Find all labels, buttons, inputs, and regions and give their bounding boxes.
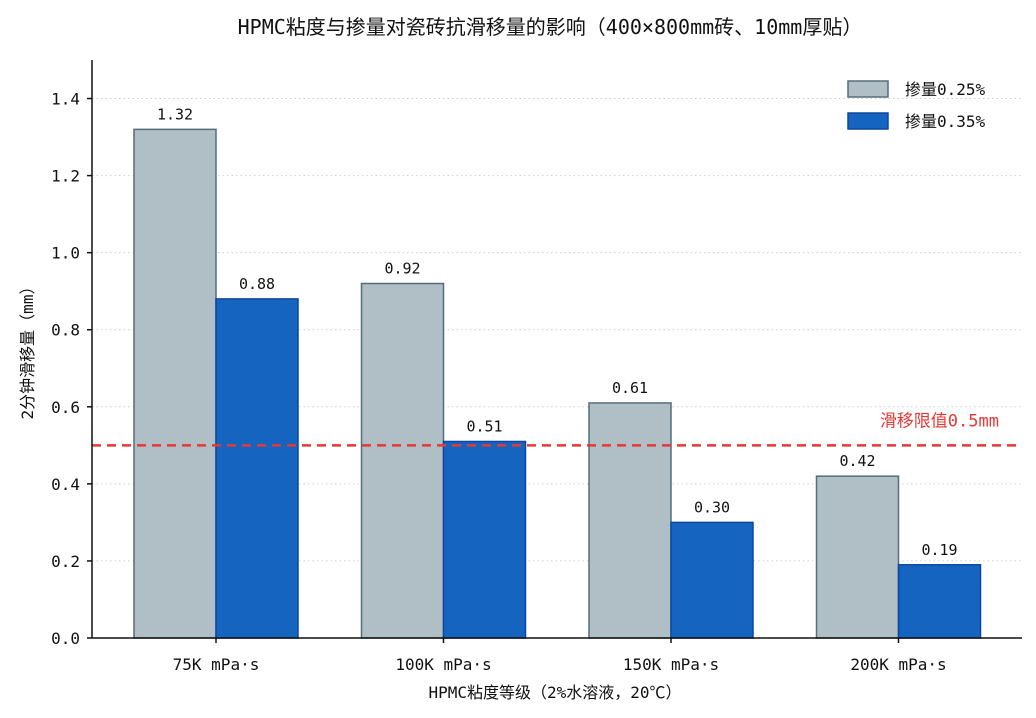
bars	[133, 128, 982, 639]
threshold: 滑移限值0.5mm	[92, 411, 1022, 447]
bar-value-label: 0.88	[239, 275, 275, 293]
legend: 掺量0.25% 掺量0.35%	[847, 80, 986, 131]
y-tick-label: 0.0	[51, 629, 80, 648]
legend-swatch-series-1	[847, 80, 889, 98]
bar-series-2-2	[442, 440, 527, 639]
legend-label-series-1: 掺量0.25%	[905, 80, 986, 99]
x-tick-label: 200K mPa·s	[850, 655, 946, 674]
bar-value-label: 0.61	[612, 379, 648, 397]
bar-value-label: 0.42	[839, 452, 875, 470]
y-tick-label: 1.0	[51, 244, 80, 263]
y-tick-label: 0.6	[51, 398, 80, 417]
bar-series-1-3	[588, 402, 672, 639]
bar-series-1-1	[133, 128, 217, 639]
y-tick-label: 0.2	[51, 552, 80, 571]
y-tick-label: 0.8	[51, 321, 80, 340]
y-tick-label: 1.4	[51, 90, 80, 109]
legend-label-series-2: 掺量0.35%	[905, 112, 986, 131]
bar-value-label: 0.19	[921, 541, 957, 559]
x-tick-label: 75K mPa·s	[173, 655, 260, 674]
y-tick-label: 1.2	[51, 167, 80, 186]
bar-series-1-4	[815, 475, 900, 639]
bar-value-label: 0.51	[466, 417, 502, 435]
y-tick-label: 0.4	[51, 475, 80, 494]
x-axis-label: HPMC粘度等级（2%水溶液，20℃）	[428, 683, 681, 702]
bar-series-1-2	[360, 282, 445, 639]
x-ticks: 75K mPa·s 100K mPa·s 150K mPa·s 200K mPa·s	[173, 638, 947, 674]
bar-value-label: 1.32	[157, 105, 193, 123]
x-tick-label: 150K mPa·s	[623, 655, 719, 674]
chart-title: HPMC粘度与掺量对瓷砖抗滑移量的影响（400×800mm砖、10mm厚贴）	[238, 15, 863, 39]
y-ticks: 0.0 0.2 0.4 0.6 0.8 1.0 1.2 1.4	[51, 90, 92, 648]
y-axis-label: 2分钟滑移量（mm）	[18, 279, 37, 420]
bar-series-2-3	[670, 521, 754, 639]
legend-swatch-series-2	[847, 112, 889, 130]
threshold-label: 滑移限值0.5mm	[880, 411, 999, 431]
bar-series-2-1	[215, 298, 299, 639]
bar-value-labels: 1.32 0.88 0.92 0.51 0.61 0.30 0.42 0.19	[157, 105, 958, 558]
bar-value-label: 0.92	[384, 259, 420, 277]
bar-series-2-4	[897, 564, 982, 639]
x-tick-label: 100K mPa·s	[395, 655, 491, 674]
bar-value-label: 0.30	[694, 498, 730, 516]
